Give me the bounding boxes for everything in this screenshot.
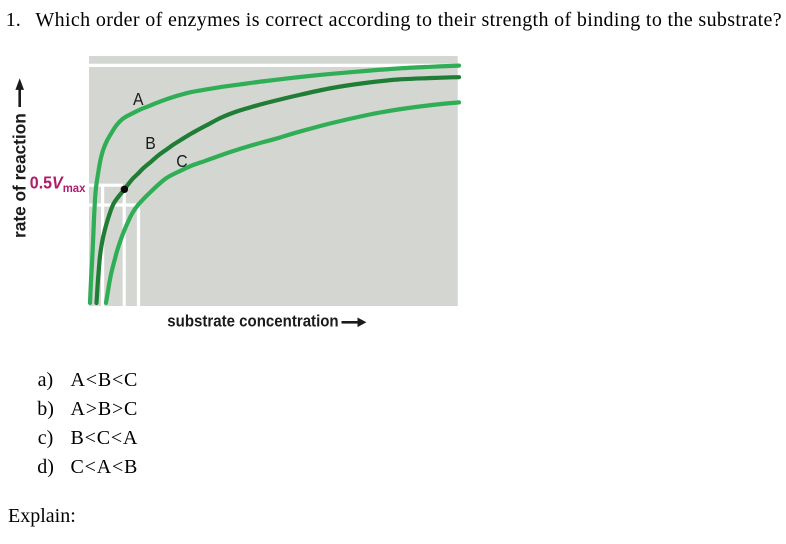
svg-text:substrate concentration: substrate concentration	[167, 312, 338, 331]
svg-text:A: A	[133, 89, 144, 109]
svg-text:0.5Vmax: 0.5Vmax	[30, 173, 86, 195]
svg-text:C: C	[176, 151, 187, 171]
svg-text:B: B	[145, 133, 155, 153]
svg-text:rate of reaction: rate of reaction	[9, 113, 29, 238]
